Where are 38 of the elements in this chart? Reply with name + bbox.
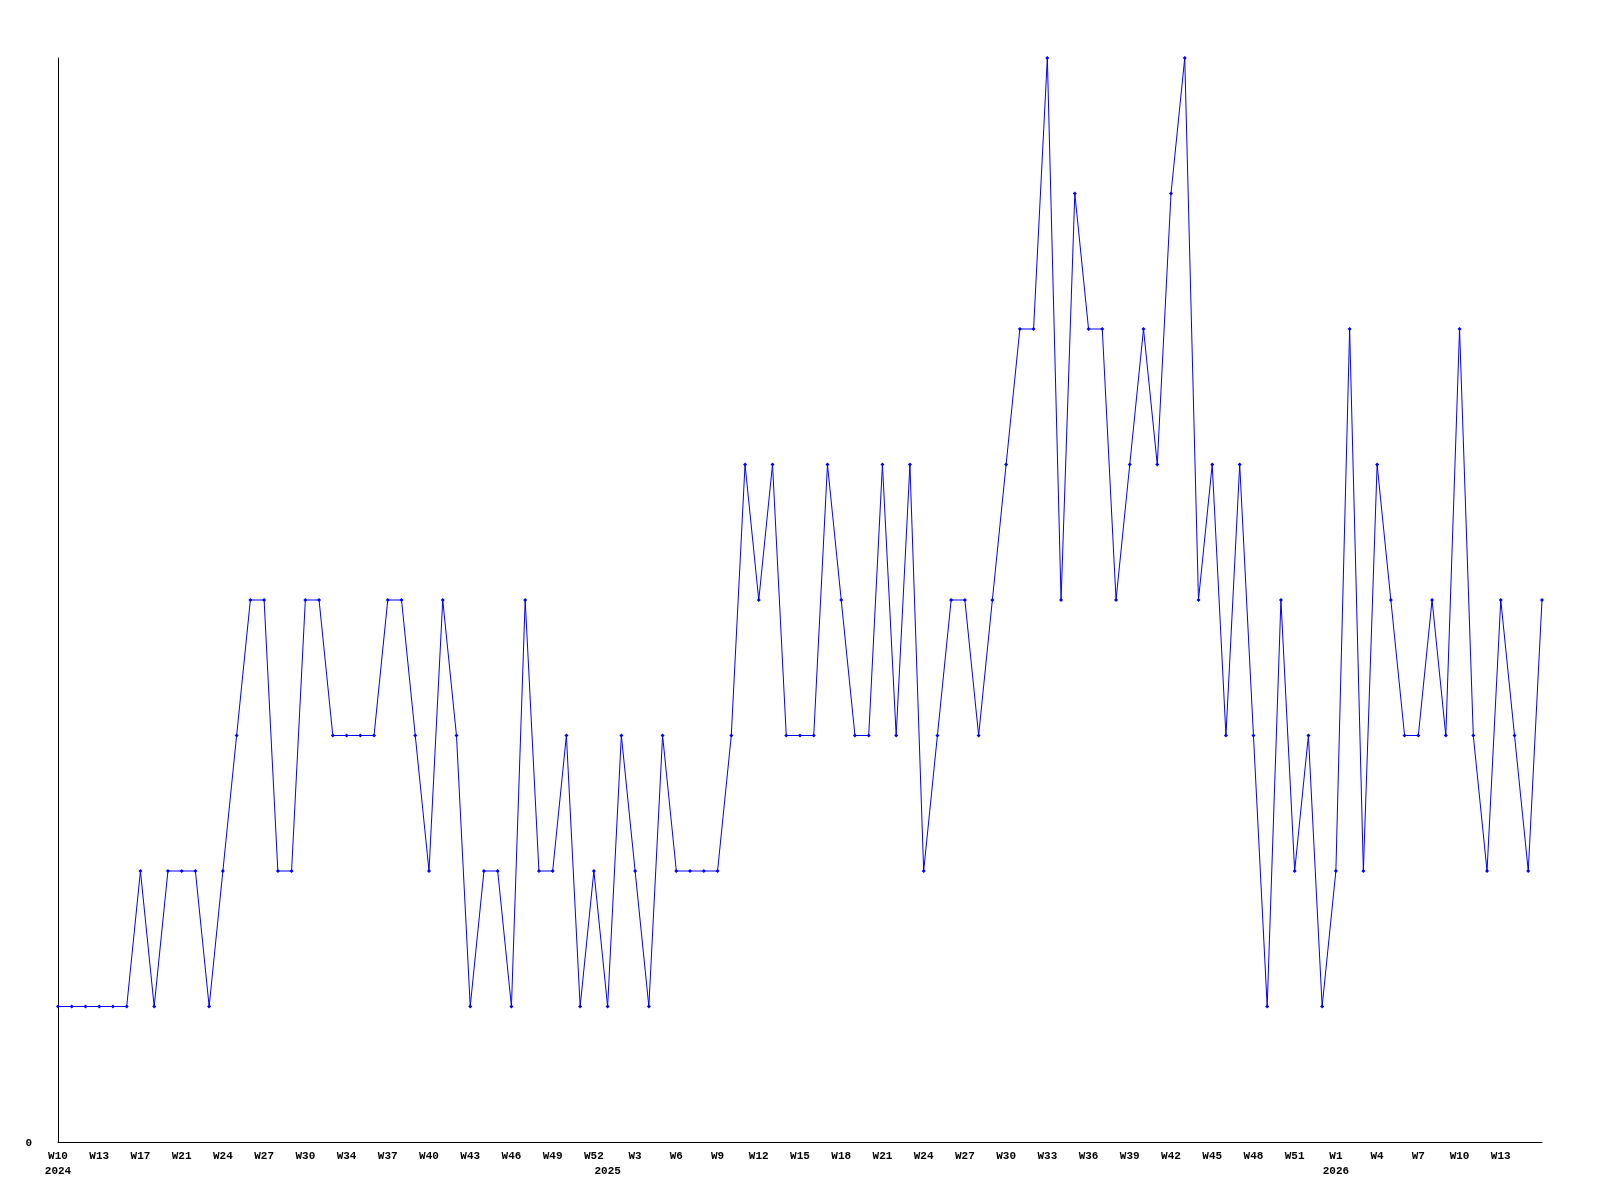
x-tick-label: W13 [89,1149,110,1162]
x-tick-label: W46 [501,1149,522,1162]
x-tick-label: W24 [212,1149,234,1162]
x-tick-label: W21 [872,1149,893,1162]
x-tick-label: W49 [542,1149,563,1162]
x-tick-label: W24 [913,1149,934,1162]
x-tick-label: W9 [710,1149,725,1162]
x-tick-label: W3 [628,1149,643,1162]
x-tick-label: W15 [790,1149,811,1162]
x-tick-label: W45 [1202,1149,1223,1162]
x-tick-label: W10 2024 [44,1149,72,1177]
x-tick-label: W42 [1161,1149,1181,1162]
x-tick-label: W36 [1078,1149,1099,1162]
x-tick-label: W52 [583,1149,604,1162]
x-tick-label: W27 [254,1149,275,1162]
x-tick-label: W40 [419,1149,439,1162]
x-tick-label: W7 [1411,1149,1425,1162]
x-tick-label: W27 [954,1149,975,1162]
x-tick-label: W51 [1284,1149,1305,1162]
x-tick-label: W30 [295,1149,316,1162]
x-tick-label: W37 [377,1149,398,1162]
x-tick-label: W48 [1243,1149,1264,1162]
text: 0 [25,1136,32,1149]
x-tick-label: W12 [748,1149,769,1162]
x-tick-label: W34 [336,1149,357,1162]
x-tick-label: W17 [130,1149,151,1162]
x-tick-label: W33 [1037,1149,1058,1162]
x-tick-label: W4 [1370,1149,1385,1162]
x-tick-label: W1 2026 [1322,1149,1350,1177]
x-tick-label: W13 [1490,1149,1512,1162]
x-tick-label: W6 [669,1149,683,1162]
x-tick-label: W18 [831,1149,852,1162]
x-tick-label: W21 [171,1149,192,1162]
x-tick-label: W39 [1119,1149,1140,1162]
x-tick-label: 2025 [594,1164,622,1177]
x-tick-label: W30 [996,1149,1017,1162]
x-tick-label: W10 [1449,1149,1470,1162]
x-tick-label: W43 [460,1149,481,1162]
